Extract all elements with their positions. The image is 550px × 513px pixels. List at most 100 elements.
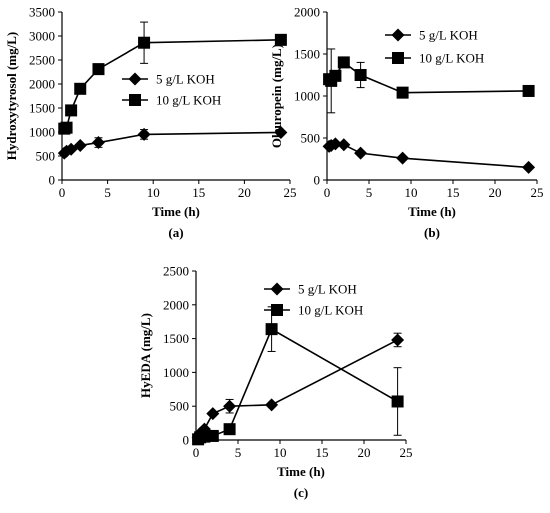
data-point (354, 69, 367, 81)
panel-c-x-tick-label: 15 (316, 445, 329, 460)
panel-b-chart: 0 500 1000 1500 2000 0 5 10 15 20 25 Time (h) Oleuro… (269, 5, 544, 241)
panel-a-y-tick-label: 500 (36, 149, 56, 164)
panel-c-x-axis-title: Time (h) (277, 464, 325, 479)
panel-c-legend-entry: 10 g/L KOH (264, 303, 363, 318)
data-point (391, 333, 405, 347)
data-point (337, 56, 350, 69)
panel-c-series-10gL (192, 306, 404, 446)
legend-label: 5 g/L KOH (156, 72, 215, 87)
legend-marker (129, 94, 141, 106)
panel-a-chart: 0 500 1000 1500 2000 2500 3000 3500 0 5 10 15 20 25 Ti… (4, 5, 297, 241)
panel-a-x-tick-label: 5 (104, 185, 111, 200)
panel-b-x-tick-label: 0 (324, 185, 331, 200)
panel-c-x-tick-label: 10 (274, 445, 287, 460)
data-point (206, 407, 220, 421)
panel-b-legend-entry: 5 g/L KOH (385, 28, 478, 43)
panel-c-y-tick-label: 2000 (163, 297, 189, 312)
panel-b-legend-entry: 10 g/L KOH (385, 51, 484, 66)
panel-c-y-tick-label: 1000 (163, 365, 189, 380)
legend-marker (391, 28, 405, 42)
data-point (329, 69, 342, 82)
panel-a-y-tick-label: 0 (49, 173, 56, 188)
legend-marker (271, 304, 283, 316)
panel-a-label: (a) (168, 225, 183, 240)
panel-b-x-tick-label: 25 (531, 185, 544, 200)
data-point (92, 63, 105, 76)
panel-c-y-tick-label: 2500 (163, 264, 189, 279)
panel-a-x-tick-label: 15 (192, 185, 205, 200)
panel-c-label: (c) (294, 485, 308, 500)
panel-a-legend-entry: 5 g/L KOH (122, 72, 215, 87)
data-point (265, 323, 278, 336)
panel-a-series-10gL (58, 21, 287, 135)
data-point (74, 82, 87, 95)
panel-c-y-tick-label: 1500 (163, 331, 189, 346)
data-point (391, 395, 404, 408)
legend-marker (392, 52, 404, 64)
panel-b-x-axis-title: Time (h) (408, 204, 456, 219)
panel-c-x-tick-label: 25 (400, 445, 413, 460)
panel-a-y-tick-label: 2000 (29, 77, 55, 92)
panel-a-x-axis-title: Time (h) (152, 204, 200, 219)
panel-c-x-tick-label: 0 (193, 445, 200, 460)
panel-c-x-tick-label: 5 (235, 445, 242, 460)
data-point (223, 423, 236, 436)
panel-b-y-tick-label: 2000 (294, 5, 320, 20)
data-point (328, 137, 342, 151)
panel-b-label: (b) (424, 225, 440, 240)
panel-c-series-5gL (191, 332, 405, 444)
data-point (223, 399, 237, 413)
panel-c-y-tick-label: 500 (170, 399, 190, 414)
data-point (73, 138, 87, 152)
data-point (65, 104, 78, 117)
panel-b-series-10gL (323, 48, 535, 114)
legend-label: 5 g/L KOH (298, 282, 357, 297)
panel-a-x-tick-label: 0 (59, 185, 66, 200)
data-point (137, 127, 151, 141)
panel-a-y-tick-label: 3500 (29, 5, 55, 20)
panel-b-x-tick-label: 10 (405, 185, 418, 200)
panel-a-y-tick-label: 1000 (29, 125, 55, 140)
data-point (522, 160, 536, 174)
data-point (138, 36, 151, 49)
legend-marker (270, 282, 284, 296)
data-point (265, 398, 279, 412)
legend-label: 5 g/L KOH (419, 28, 478, 43)
panel-c-x-tick-label: 20 (358, 445, 371, 460)
panel-a-legend-entry: 10 g/L KOH (122, 93, 221, 108)
panel-a-y-tick-label: 1500 (29, 101, 55, 116)
panel-b-series-5gL (322, 137, 536, 174)
panel-b-y-tick-label: 500 (301, 131, 321, 146)
data-point (274, 33, 287, 46)
legend-label: 10 g/L KOH (419, 51, 484, 66)
panel-b-x-tick-label: 15 (447, 185, 460, 200)
panel-c-chart: 0 500 1000 1500 2000 2500 0 5 10 15 20 25 Time (h) Hy… (138, 264, 413, 501)
series-line (197, 339, 398, 438)
legend-marker (128, 72, 142, 86)
panel-c-y-axis-title: HyEDA (mg/L) (138, 313, 153, 398)
data-point (91, 136, 105, 150)
panel-a-series-5gL (57, 125, 288, 160)
data-point (274, 125, 288, 139)
panel-b-y-tick-label: 0 (314, 173, 321, 188)
panel-c-legend-entry: 5 g/L KOH (264, 282, 357, 297)
legend-label: 10 g/L KOH (156, 93, 221, 108)
panel-c-y-tick-label: 0 (183, 433, 190, 448)
panel-b-y-axis-title: Oleuropein (mg/L) (269, 44, 284, 148)
panel-b-y-tick-label: 1000 (294, 89, 320, 104)
legend-label: 10 g/L KOH (298, 303, 363, 318)
panel-b-x-tick-label: 5 (366, 185, 373, 200)
panel-a-x-tick-label: 10 (147, 185, 160, 200)
data-point (206, 429, 219, 442)
panel-a-x-tick-label: 20 (238, 185, 251, 200)
series-line (197, 327, 398, 440)
panel-b-x-tick-label: 20 (489, 185, 502, 200)
panel-b-y-tick-label: 1500 (294, 47, 320, 62)
data-point (396, 151, 410, 165)
panel-a-y-tick-label: 2500 (29, 53, 55, 68)
panel-a-y-tick-label: 3000 (29, 29, 55, 44)
data-point (396, 86, 409, 99)
data-point (60, 121, 73, 134)
panel-a-x-tick-label: 25 (284, 185, 297, 200)
